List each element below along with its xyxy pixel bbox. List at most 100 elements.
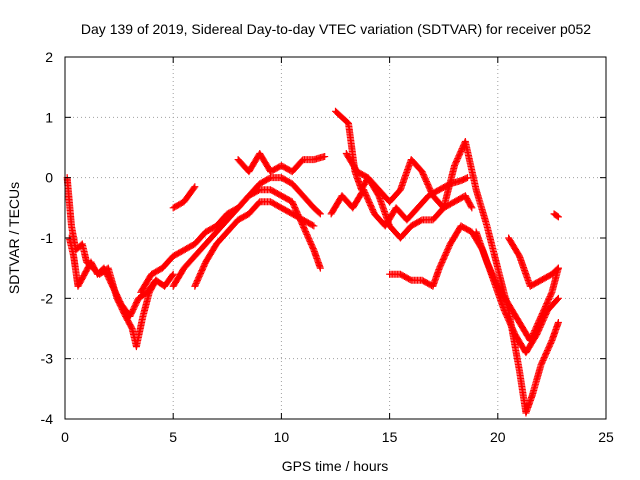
track-i-marker — [423, 194, 431, 202]
track-j-marker — [483, 220, 491, 228]
track-h-marker — [415, 217, 423, 225]
track-e-marker — [211, 243, 219, 251]
track-d-marker — [211, 230, 219, 238]
track-k-marker — [553, 295, 561, 303]
track-f-marker — [190, 184, 198, 192]
track-i-marker — [412, 206, 420, 214]
track-l-marker — [493, 279, 501, 287]
track-b-marker — [168, 271, 176, 279]
track-g-marker — [297, 158, 305, 166]
track-d-marker — [286, 178, 294, 186]
track-c-marker — [156, 266, 164, 274]
x-tick-label: 15 — [382, 429, 398, 445]
track-h-marker — [467, 202, 475, 210]
track-j-marker — [547, 339, 555, 347]
x-tick-label: 20 — [490, 429, 506, 445]
x-tick-label: 5 — [169, 429, 177, 445]
track-d-marker — [314, 208, 322, 216]
track-d-marker — [221, 218, 229, 226]
track-k-marker — [552, 297, 560, 305]
track-c-marker — [188, 242, 196, 250]
track-e-marker — [254, 200, 262, 208]
x-tick-label: 25 — [598, 429, 614, 445]
track-e-marker — [221, 230, 229, 238]
track-h-marker — [336, 111, 344, 119]
track-l-marker — [514, 316, 522, 324]
track-m-marker — [514, 250, 522, 258]
track-i-marker — [369, 207, 377, 215]
track-m-marker — [545, 272, 553, 280]
track-e-marker — [275, 202, 283, 210]
track-e-marker — [296, 214, 304, 222]
track-j-marker — [472, 184, 480, 192]
track-b-marker — [133, 297, 141, 305]
track-e-marker — [307, 220, 315, 228]
track-c-marker — [316, 263, 324, 271]
track-d-marker — [264, 175, 272, 183]
track-i-marker — [462, 174, 470, 182]
track-k-marker — [405, 275, 413, 283]
track-a-marker — [139, 314, 147, 322]
y-axis-label: SDTVAR / TECUs — [6, 182, 22, 294]
track-b-marker — [79, 273, 87, 281]
track-e-marker — [232, 218, 240, 226]
track-d-marker — [178, 267, 186, 275]
y-tick-label: -2 — [41, 290, 54, 306]
track-d-marker — [189, 254, 197, 262]
track-e-marker — [200, 261, 208, 269]
track-c-marker — [200, 230, 208, 238]
track-h-marker — [448, 199, 456, 207]
track-d-marker — [243, 194, 251, 202]
x-tick-label: 10 — [274, 429, 290, 445]
track-b-marker — [107, 279, 115, 287]
track-d-marker — [297, 190, 305, 198]
track-k-marker — [445, 243, 453, 251]
track-b-marker — [167, 273, 175, 281]
track-j-marker — [416, 165, 424, 173]
x-tick-label: 0 — [61, 429, 69, 445]
track-c-marker — [167, 254, 175, 262]
track-e-marker — [286, 208, 294, 216]
track-j-marker — [394, 188, 402, 196]
track-d-marker — [308, 202, 316, 210]
y-tick-label: 2 — [45, 49, 53, 65]
track-i-marker — [461, 175, 469, 183]
track-j-marker — [361, 172, 369, 180]
track-c-marker — [309, 243, 317, 251]
track-e-marker — [242, 211, 250, 219]
chart-title: Day 139 of 2019, Sidereal Day-to-day VTE… — [81, 21, 591, 37]
track-l-marker — [536, 315, 544, 323]
track-c-marker — [210, 223, 218, 231]
track-a-marker — [127, 322, 135, 330]
track-e-marker — [309, 221, 317, 229]
track-h-marker — [342, 117, 350, 125]
track-h-marker — [405, 224, 413, 232]
track-m-marker — [552, 266, 560, 274]
track-n-marker — [553, 212, 561, 220]
track-l-marker — [503, 298, 511, 306]
y-tick-label: -3 — [41, 351, 54, 367]
track-d-marker — [315, 209, 323, 217]
track-d-marker — [200, 242, 208, 250]
axis-ticks: 0 5 10 15 20 25 -4 -3 -2 -1 0 1 2 — [41, 49, 614, 445]
track-m-marker — [534, 278, 542, 286]
track-c-marker — [275, 190, 283, 198]
track-b-marker — [116, 298, 124, 306]
track-j-marker — [493, 263, 501, 271]
track-n-marker — [552, 211, 560, 219]
track-c-marker — [177, 248, 185, 256]
y-tick-label: 0 — [45, 170, 53, 186]
y-tick-label: -4 — [41, 411, 54, 427]
track-h-marker — [466, 201, 474, 209]
track-j-marker — [373, 184, 381, 192]
track-k-marker — [510, 328, 518, 336]
track-d-marker — [232, 206, 240, 214]
track-g-marker — [319, 153, 327, 161]
x-axis-label: GPS time / hours — [282, 458, 389, 474]
data-points — [63, 107, 562, 417]
grid — [65, 57, 606, 419]
track-f-marker — [177, 199, 185, 207]
track-f-marker — [189, 185, 197, 193]
track-j-marker — [428, 189, 436, 197]
